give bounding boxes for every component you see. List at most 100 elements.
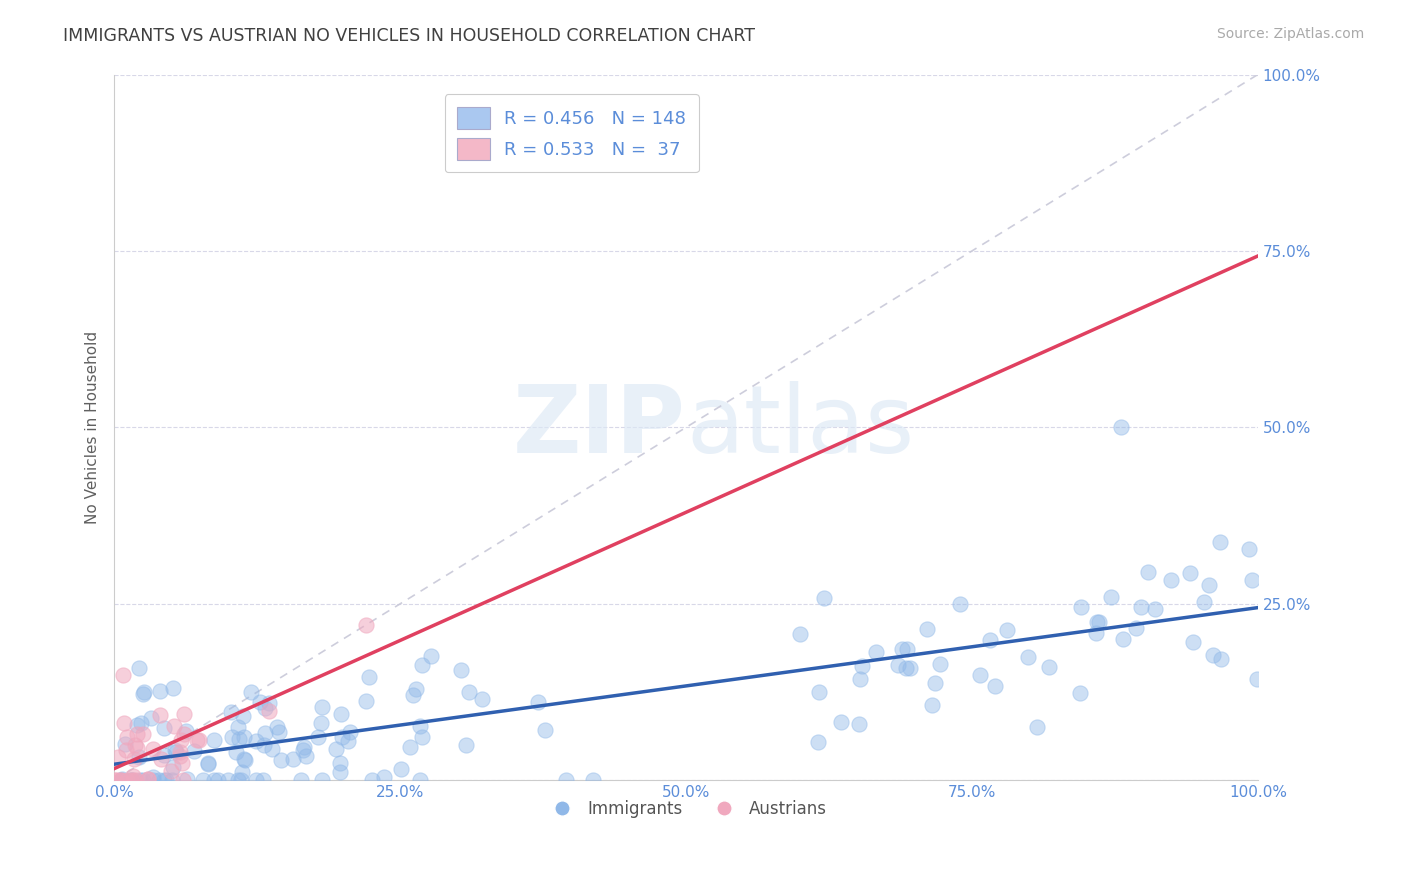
Point bbox=[226, 720, 249, 734]
Point bbox=[1192, 594, 1215, 608]
Point bbox=[1182, 634, 1205, 648]
Point bbox=[141, 711, 163, 725]
Point bbox=[117, 772, 139, 787]
Point bbox=[114, 737, 136, 751]
Point bbox=[292, 739, 315, 754]
Point bbox=[1084, 626, 1107, 640]
Point bbox=[949, 597, 972, 611]
Point bbox=[115, 730, 138, 744]
Point bbox=[329, 756, 352, 770]
Point bbox=[526, 695, 548, 709]
Point bbox=[127, 718, 149, 732]
Point bbox=[112, 668, 135, 682]
Point bbox=[231, 772, 253, 787]
Point bbox=[458, 684, 481, 698]
Point bbox=[162, 681, 184, 696]
Point bbox=[311, 772, 333, 787]
Point bbox=[172, 772, 194, 787]
Point bbox=[849, 672, 872, 686]
Point bbox=[921, 698, 943, 712]
Point bbox=[1160, 573, 1182, 587]
Point bbox=[411, 731, 433, 745]
Point bbox=[221, 731, 243, 745]
Point bbox=[270, 753, 292, 767]
Point bbox=[132, 684, 155, 698]
Point bbox=[122, 752, 145, 766]
Point bbox=[1070, 599, 1092, 614]
Point bbox=[163, 742, 186, 756]
Point bbox=[283, 752, 305, 766]
Point bbox=[172, 756, 194, 771]
Point bbox=[894, 661, 917, 675]
Point bbox=[253, 726, 276, 740]
Point bbox=[202, 733, 225, 747]
Point bbox=[187, 732, 209, 747]
Point bbox=[160, 764, 183, 779]
Point bbox=[240, 685, 263, 699]
Point bbox=[173, 707, 195, 722]
Point bbox=[1209, 534, 1232, 549]
Point bbox=[111, 772, 134, 786]
Point bbox=[295, 748, 318, 763]
Point bbox=[1109, 420, 1132, 434]
Point bbox=[186, 733, 208, 747]
Text: Source: ZipAtlas.com: Source: ZipAtlas.com bbox=[1216, 27, 1364, 41]
Point bbox=[132, 772, 155, 787]
Point bbox=[402, 688, 425, 702]
Point bbox=[125, 741, 148, 756]
Point bbox=[124, 738, 146, 752]
Point bbox=[120, 772, 142, 787]
Point bbox=[1038, 660, 1060, 674]
Point bbox=[409, 719, 432, 733]
Point bbox=[228, 732, 250, 747]
Text: ZIP: ZIP bbox=[513, 382, 686, 474]
Point bbox=[311, 715, 333, 730]
Point bbox=[153, 772, 176, 787]
Point bbox=[419, 648, 441, 663]
Point bbox=[1137, 566, 1160, 580]
Point bbox=[1087, 615, 1109, 629]
Point bbox=[807, 735, 830, 749]
Point bbox=[1237, 541, 1260, 556]
Point bbox=[254, 701, 277, 715]
Point bbox=[1130, 600, 1153, 615]
Point bbox=[887, 658, 910, 673]
Point bbox=[105, 772, 128, 787]
Point bbox=[245, 772, 267, 787]
Point bbox=[233, 730, 256, 744]
Point bbox=[929, 657, 952, 672]
Point bbox=[456, 738, 478, 752]
Point bbox=[107, 749, 129, 764]
Point bbox=[169, 745, 191, 759]
Point bbox=[354, 694, 377, 708]
Point bbox=[1241, 573, 1264, 587]
Y-axis label: No Vehicles in Household: No Vehicles in Household bbox=[86, 331, 100, 524]
Point bbox=[138, 772, 160, 786]
Point bbox=[979, 633, 1001, 648]
Point bbox=[207, 772, 229, 787]
Point bbox=[233, 752, 256, 766]
Point bbox=[898, 660, 921, 674]
Point bbox=[183, 743, 205, 757]
Point bbox=[170, 732, 193, 747]
Point bbox=[191, 772, 214, 787]
Point bbox=[851, 659, 873, 673]
Point bbox=[129, 715, 152, 730]
Point bbox=[176, 772, 198, 787]
Point bbox=[165, 745, 187, 759]
Point bbox=[307, 730, 329, 744]
Point bbox=[411, 658, 433, 673]
Point bbox=[848, 717, 870, 731]
Point bbox=[142, 770, 165, 784]
Point bbox=[128, 661, 150, 675]
Point bbox=[984, 679, 1007, 693]
Point bbox=[359, 670, 381, 684]
Point bbox=[789, 626, 811, 640]
Point bbox=[226, 772, 249, 787]
Point bbox=[153, 747, 176, 762]
Point bbox=[104, 772, 127, 787]
Point bbox=[1209, 651, 1232, 665]
Point bbox=[813, 591, 835, 606]
Point bbox=[917, 623, 939, 637]
Point bbox=[252, 738, 274, 752]
